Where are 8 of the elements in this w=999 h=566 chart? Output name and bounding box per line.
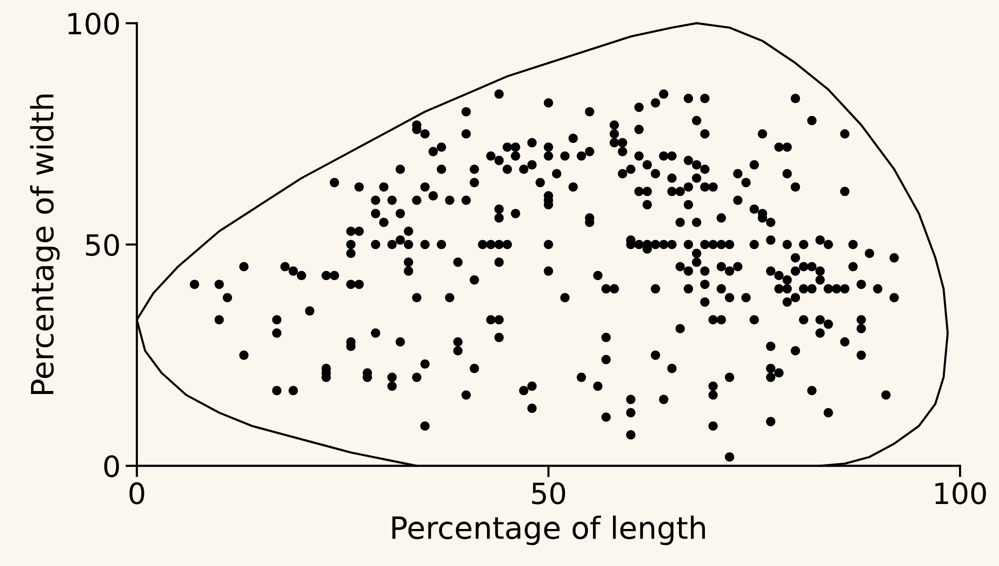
y-tick-label: 50 [86, 234, 119, 256]
x-tick-label: 0 [130, 482, 144, 504]
y-tick-label: 0 [104, 455, 119, 478]
y-tick-label: 100 [68, 12, 119, 35]
y-axis-title: Percentage of width [30, 94, 60, 394]
x-axis-title: Percentage of length [392, 516, 705, 546]
x-tick-label: 100 [935, 482, 986, 504]
x-tick-label: 50 [532, 482, 566, 504]
